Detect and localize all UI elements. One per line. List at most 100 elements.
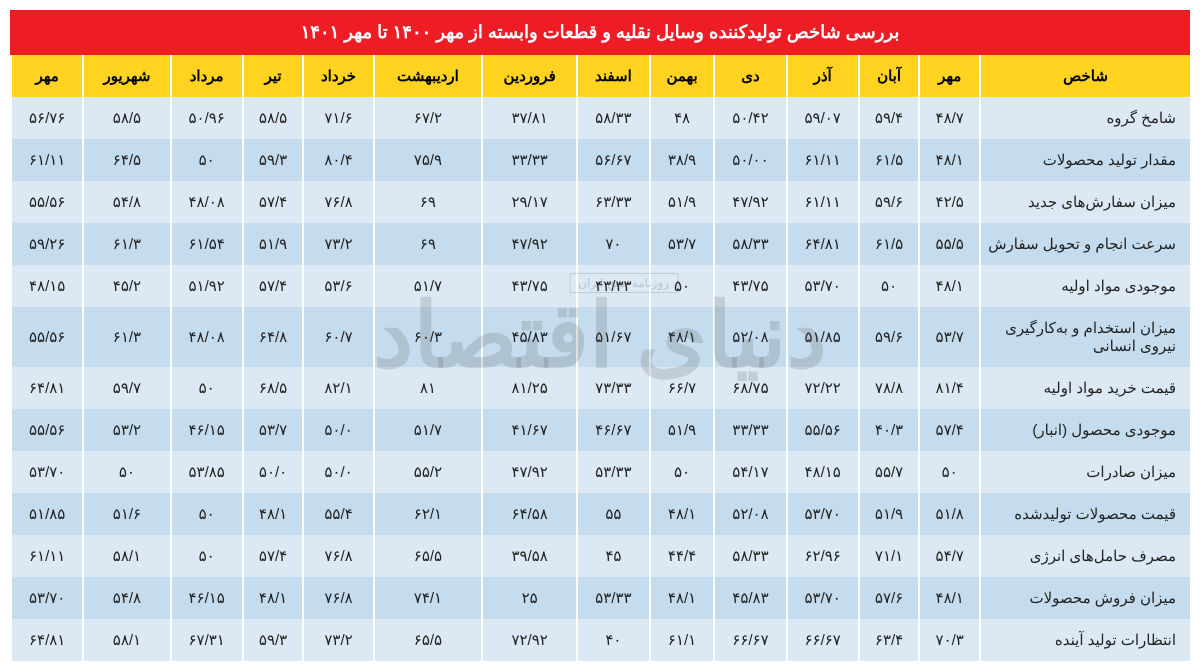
data-cell: ۴۳/۳۳ bbox=[577, 265, 650, 307]
data-cell: ۴۵/۲ bbox=[83, 265, 170, 307]
row-label: قیمت خرید مواد اولیه bbox=[980, 367, 1190, 409]
data-cell: ۶۱/۱۱ bbox=[11, 535, 83, 577]
header-index: شاخص bbox=[980, 55, 1190, 97]
data-cell: ۵۰ bbox=[919, 451, 980, 493]
table-header-row: شاخصمهرآبانآذردیبهمناسفندفروردیناردیبهشت… bbox=[11, 55, 1190, 97]
data-cell: ۶۱/۵ bbox=[859, 223, 920, 265]
row-label: میزان سفارش‌های جدید bbox=[980, 181, 1190, 223]
data-cell: ۴۸/۱۵ bbox=[787, 451, 859, 493]
data-cell: ۵۷/۴ bbox=[243, 181, 304, 223]
header-month: اسفند bbox=[577, 55, 650, 97]
data-cell: ۶۱/۱ bbox=[650, 619, 715, 661]
data-cell: ۵۰ bbox=[171, 367, 243, 409]
data-cell: ۵۵/۲ bbox=[374, 451, 483, 493]
data-cell: ۴۸/۱ bbox=[650, 307, 715, 367]
data-cell: ۵۳/۸۵ bbox=[171, 451, 243, 493]
table-body: شامخ گروه۴۸/۷۵۹/۴۵۹/۰۷۵۰/۴۲۴۸۵۸/۳۳۳۷/۸۱۶… bbox=[11, 97, 1190, 661]
header-month: خرداد bbox=[303, 55, 373, 97]
header-month: شهریور bbox=[83, 55, 170, 97]
data-cell: ۶۴/۸۱ bbox=[11, 619, 83, 661]
data-cell: ۵۰/۹۶ bbox=[171, 97, 243, 139]
data-cell: ۶۱/۳ bbox=[83, 307, 170, 367]
data-cell: ۵۵/۵۶ bbox=[11, 409, 83, 451]
data-cell: ۵۷/۶ bbox=[859, 577, 920, 619]
data-cell: ۴۶/۱۵ bbox=[171, 409, 243, 451]
data-cell: ۶۴/۸ bbox=[243, 307, 304, 367]
data-cell: ۶۱/۱۱ bbox=[787, 139, 859, 181]
data-cell: ۴۸/۱ bbox=[650, 493, 715, 535]
data-cell: ۸۲/۱ bbox=[303, 367, 373, 409]
data-cell: ۵۸/۱ bbox=[83, 619, 170, 661]
data-cell: ۴۸/۰۸ bbox=[171, 181, 243, 223]
row-label: مقدار تولید محصولات bbox=[980, 139, 1190, 181]
row-label: مصرف حامل‌های انرژی bbox=[980, 535, 1190, 577]
data-cell: ۴۷/۹۲ bbox=[714, 181, 786, 223]
data-cell: ۷۰ bbox=[577, 223, 650, 265]
data-cell: ۵۵ bbox=[577, 493, 650, 535]
data-cell: ۵۳/۷۰ bbox=[787, 493, 859, 535]
data-cell: ۶۰/۷ bbox=[303, 307, 373, 367]
data-cell: ۶۹ bbox=[374, 181, 483, 223]
data-cell: ۶۵/۵ bbox=[374, 619, 483, 661]
data-cell: ۷۵/۹ bbox=[374, 139, 483, 181]
row-label: قیمت محصولات تولیدشده bbox=[980, 493, 1190, 535]
data-cell: ۵۰ bbox=[859, 265, 920, 307]
header-month: آذر bbox=[787, 55, 859, 97]
data-cell: ۵۱/۹۲ bbox=[171, 265, 243, 307]
data-cell: ۴۷/۹۲ bbox=[482, 451, 577, 493]
data-cell: ۲۹/۱۷ bbox=[482, 181, 577, 223]
data-cell: ۵۰ bbox=[650, 265, 715, 307]
data-cell: ۴۸/۱ bbox=[919, 139, 980, 181]
data-cell: ۵۰/۰۰ bbox=[714, 139, 786, 181]
data-cell: ۴۰ bbox=[577, 619, 650, 661]
data-cell: ۶۶/۷ bbox=[650, 367, 715, 409]
page-title: بررسی شاخص تولیدکننده وسایل نقلیه و قطعا… bbox=[10, 10, 1190, 55]
data-cell: ۵۵/۴ bbox=[303, 493, 373, 535]
data-cell: ۴۸/۱ bbox=[650, 577, 715, 619]
data-cell: ۵۱/۷ bbox=[374, 409, 483, 451]
row-label: میزان استخدام و به‌کارگیری نیروی انسانی bbox=[980, 307, 1190, 367]
data-cell: ۵۰ bbox=[650, 451, 715, 493]
data-cell: ۵۸/۳۳ bbox=[577, 97, 650, 139]
data-cell: ۵۷/۴ bbox=[243, 265, 304, 307]
data-cell: ۴۶/۱۵ bbox=[171, 577, 243, 619]
data-cell: ۴۵ bbox=[577, 535, 650, 577]
data-cell: ۵۵/۵۶ bbox=[11, 181, 83, 223]
data-cell: ۵۳/۷۰ bbox=[787, 265, 859, 307]
table-row: میزان صادرات۵۰۵۵/۷۴۸/۱۵۵۴/۱۷۵۰۵۳/۳۳۴۷/۹۲… bbox=[11, 451, 1190, 493]
data-cell: ۷۶/۸ bbox=[303, 535, 373, 577]
table-row: شامخ گروه۴۸/۷۵۹/۴۵۹/۰۷۵۰/۴۲۴۸۵۸/۳۳۳۷/۸۱۶… bbox=[11, 97, 1190, 139]
header-month: مهر bbox=[11, 55, 83, 97]
table-row: میزان سفارش‌های جدید۴۲/۵۵۹/۶۶۱/۱۱۴۷/۹۲۵۱… bbox=[11, 181, 1190, 223]
table-row: موجودی محصول (انبار)۵۷/۴۴۰/۳۵۵/۵۶۳۳/۳۳۵۱… bbox=[11, 409, 1190, 451]
table-row: سرعت انجام و تحویل سفارش۵۵/۵۶۱/۵۶۴/۸۱۵۸/… bbox=[11, 223, 1190, 265]
table-row: قیمت خرید مواد اولیه۸۱/۴۷۸/۸۷۲/۲۲۶۸/۷۵۶۶… bbox=[11, 367, 1190, 409]
data-cell: ۶۷/۲ bbox=[374, 97, 483, 139]
row-label: شامخ گروه bbox=[980, 97, 1190, 139]
data-cell: ۵۰ bbox=[83, 451, 170, 493]
data-cell: ۸۱/۴ bbox=[919, 367, 980, 409]
data-cell: ۷۳/۲ bbox=[303, 223, 373, 265]
data-cell: ۴۸/۱ bbox=[919, 265, 980, 307]
header-month: تیر bbox=[243, 55, 304, 97]
table-row: موجودی مواد اولیه۴۸/۱۵۰۵۳/۷۰۴۳/۷۵۵۰۴۳/۳۳… bbox=[11, 265, 1190, 307]
header-month: مرداد bbox=[171, 55, 243, 97]
data-cell: ۵۰ bbox=[171, 139, 243, 181]
data-cell: ۴۸/۱ bbox=[243, 577, 304, 619]
data-cell: ۵۱/۸۵ bbox=[11, 493, 83, 535]
data-cell: ۶۹ bbox=[374, 223, 483, 265]
data-cell: ۶۱/۵ bbox=[859, 139, 920, 181]
data-cell: ۵۱/۹ bbox=[650, 409, 715, 451]
data-cell: ۵۱/۹ bbox=[650, 181, 715, 223]
data-cell: ۳۷/۸۱ bbox=[482, 97, 577, 139]
data-cell: ۷۴/۱ bbox=[374, 577, 483, 619]
data-cell: ۶۱/۵۴ bbox=[171, 223, 243, 265]
data-cell: ۵۵/۵۶ bbox=[11, 307, 83, 367]
table-row: قیمت محصولات تولیدشده۵۱/۸۵۱/۹۵۳/۷۰۵۲/۰۸۴… bbox=[11, 493, 1190, 535]
data-cell: ۵۳/۷۰ bbox=[11, 577, 83, 619]
data-cell: ۷۰/۳ bbox=[919, 619, 980, 661]
data-cell: ۵۳/۷ bbox=[650, 223, 715, 265]
data-cell: ۵۳/۷۰ bbox=[787, 577, 859, 619]
data-cell: ۳۳/۳۳ bbox=[482, 139, 577, 181]
data-cell: ۶۸/۵ bbox=[243, 367, 304, 409]
